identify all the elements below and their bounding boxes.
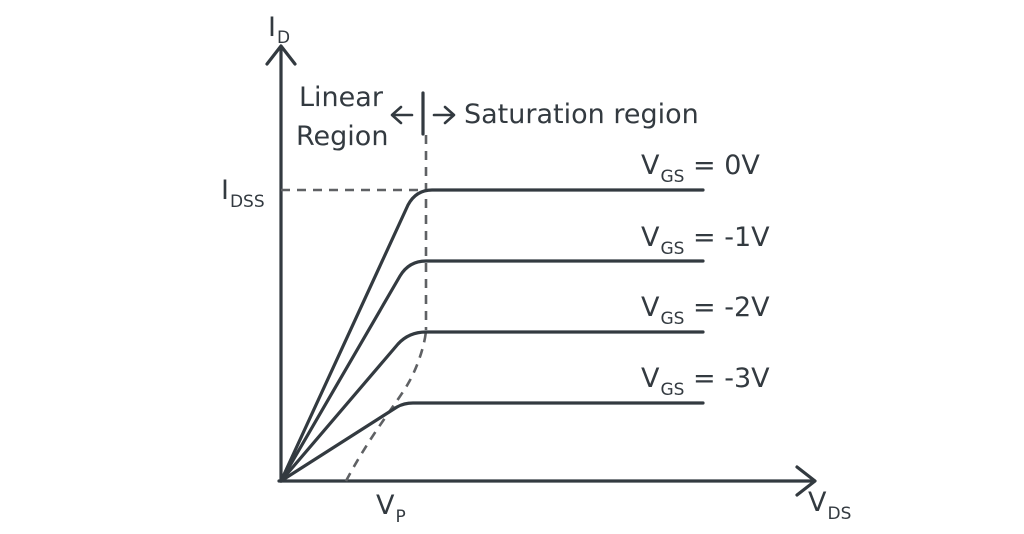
saturation-arrow-icon [432, 105, 456, 125]
curve-label-vgs-0: VGS = 0V [641, 150, 760, 187]
curve-vgs-minus3 [279, 401, 705, 483]
curve-label-vgs-minus2: VGS = -2V [641, 292, 770, 329]
curve-vgs-minus1 [279, 259, 705, 483]
linear-region-label-line2: Region [296, 121, 388, 152]
curve-vgs-minus2 [279, 330, 705, 483]
y-axis-label: ID [268, 12, 290, 48]
y-axis-arrowhead [265, 44, 297, 66]
x-axis-arrowhead [795, 465, 817, 497]
pinch-off-dashed-curve [344, 329, 428, 482]
vp-label: VP [376, 490, 406, 527]
curve-label-vgs-minus1: VGS = -1V [641, 222, 770, 259]
curve-label-vgs-minus3: VGS = -3V [641, 363, 770, 400]
saturation-region-label: Saturation region [464, 99, 699, 130]
idss-label: IDSS [221, 175, 265, 212]
x-axis-label: VDS [808, 487, 851, 524]
curve-vgs-0 [279, 188, 705, 483]
linear-arrow-icon [390, 105, 414, 125]
linear-region-label-line1: Linear [299, 82, 384, 113]
